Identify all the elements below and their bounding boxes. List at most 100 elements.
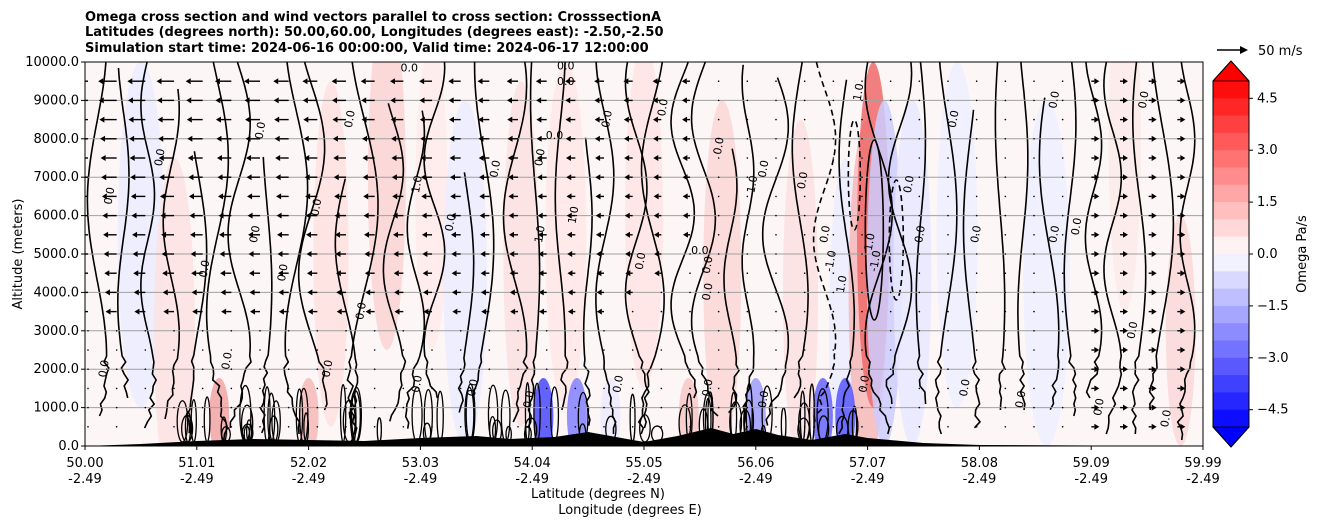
wind-vector-point xyxy=(689,349,691,351)
wind-vector-point xyxy=(775,387,777,390)
wind-vector-head xyxy=(100,135,106,142)
wind-vector-head xyxy=(478,155,484,161)
wind-vector-head xyxy=(335,270,341,277)
wind-vector-head xyxy=(129,135,135,142)
wind-vector-point xyxy=(803,387,806,390)
wind-vector-point xyxy=(660,406,663,409)
wind-vector-head xyxy=(363,212,369,219)
wind-vector-point xyxy=(947,118,949,121)
wind-vector-point xyxy=(975,387,978,390)
wind-vector-point xyxy=(947,368,949,371)
wind-vector-point xyxy=(316,330,319,332)
wind-vector-point xyxy=(603,406,605,409)
wind-vector-point xyxy=(115,330,118,332)
wind-vector-head xyxy=(1094,423,1100,430)
wind-vector-point xyxy=(975,138,978,140)
omega-shade-region-low xyxy=(209,378,230,446)
wind-vector-point xyxy=(1061,157,1064,159)
wind-vector-point xyxy=(717,368,720,371)
wind-vector-head xyxy=(277,270,283,277)
omega-contour-line xyxy=(624,62,650,429)
wind-vector-head xyxy=(69,78,74,84)
wind-vector-head xyxy=(477,97,483,104)
omega-contour-line xyxy=(472,62,495,405)
wind-vector-point xyxy=(803,138,806,140)
omega-contour-line xyxy=(582,137,593,426)
wind-vector-point xyxy=(775,368,777,371)
wind-vector-head xyxy=(596,308,602,315)
wind-vector-point xyxy=(717,426,720,428)
y-tick-label: 0.0 xyxy=(58,439,79,454)
contour-label: 0.0 xyxy=(521,390,537,409)
wind-vector-head xyxy=(479,212,485,219)
wind-vector-head xyxy=(332,97,338,104)
contour-label: 0.0 xyxy=(342,109,358,128)
wind-vector-point xyxy=(660,349,663,351)
wind-vector-head xyxy=(419,78,425,85)
omega-shade-region xyxy=(703,100,742,446)
wind-vector-point xyxy=(775,234,777,236)
contour-label: 0.0 xyxy=(1046,224,1062,243)
wind-vector-head xyxy=(419,116,425,123)
quiver-key-label: 50 m/s xyxy=(1258,44,1303,59)
y-tick-label: 10000.0 xyxy=(25,55,79,70)
wind-vector-head xyxy=(1094,193,1100,200)
wind-vector-head xyxy=(653,212,659,219)
wind-vector-point xyxy=(545,368,548,371)
contour-label: 0.0 xyxy=(1069,217,1085,236)
omega-contour-line xyxy=(116,67,130,399)
wind-vector-point xyxy=(746,330,749,332)
wind-vector-head xyxy=(623,135,629,142)
x-tick-label-latitude: 59.09 xyxy=(1073,456,1110,471)
wind-vector-head xyxy=(596,270,602,277)
wind-vector-point xyxy=(775,349,777,351)
wind-vector-point xyxy=(975,368,978,371)
wind-vector-point xyxy=(1033,349,1035,351)
wind-vector-head xyxy=(1094,327,1100,334)
contour-label: 0.0 xyxy=(96,359,112,378)
wind-vector-head xyxy=(277,231,283,238)
wind-vector-point xyxy=(889,99,892,102)
wind-vector-head xyxy=(682,135,688,142)
contour-label: 0.0 xyxy=(557,60,575,73)
wind-vector-head xyxy=(131,212,137,219)
wind-vector-head xyxy=(133,270,139,277)
wind-vector-point xyxy=(861,99,863,102)
wind-vector-point xyxy=(459,368,462,371)
wind-vector-point xyxy=(1061,176,1064,178)
contour-label: 0.0 xyxy=(465,378,481,397)
wind-vector-head xyxy=(72,155,77,161)
wind-vector-point xyxy=(803,291,806,294)
contour-label: 0.0 xyxy=(1158,409,1174,428)
wind-vector-head xyxy=(98,78,104,85)
wind-vector-point xyxy=(717,406,720,409)
wind-vector-point xyxy=(717,310,720,313)
wind-vector-point xyxy=(287,406,290,409)
wind-vector-head xyxy=(159,193,165,200)
wind-vector-head xyxy=(596,289,602,296)
wind-vector-head xyxy=(420,135,426,142)
wind-vector-head xyxy=(1151,327,1157,334)
wind-vector-point xyxy=(717,176,720,178)
wind-vector-point xyxy=(1004,330,1007,332)
wind-vector-point xyxy=(345,349,347,351)
wind-vector-head xyxy=(273,97,279,104)
wind-vector-head xyxy=(221,308,227,315)
wind-vector-head xyxy=(276,193,282,200)
wind-vector-head xyxy=(220,289,226,296)
wind-vector-point xyxy=(1033,406,1035,409)
wind-vector-head xyxy=(538,270,544,277)
wind-vector-head xyxy=(681,78,687,85)
omega-contour-line xyxy=(885,62,913,405)
wind-vector-head xyxy=(565,78,571,85)
wind-vector-head xyxy=(448,78,454,85)
wind-vector-point xyxy=(517,387,519,390)
omega-shade-region xyxy=(782,119,819,446)
wind-vector-head xyxy=(219,251,225,257)
wind-vector-point xyxy=(574,368,577,371)
wind-vector-head xyxy=(567,251,573,257)
wind-vector-head xyxy=(1151,231,1157,238)
wind-vector-point xyxy=(1004,387,1007,390)
wind-vector-point xyxy=(689,426,691,428)
wind-vector-head xyxy=(1151,289,1157,296)
